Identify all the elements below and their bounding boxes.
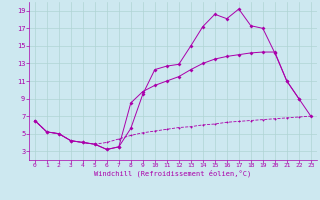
- X-axis label: Windchill (Refroidissement éolien,°C): Windchill (Refroidissement éolien,°C): [94, 170, 252, 177]
